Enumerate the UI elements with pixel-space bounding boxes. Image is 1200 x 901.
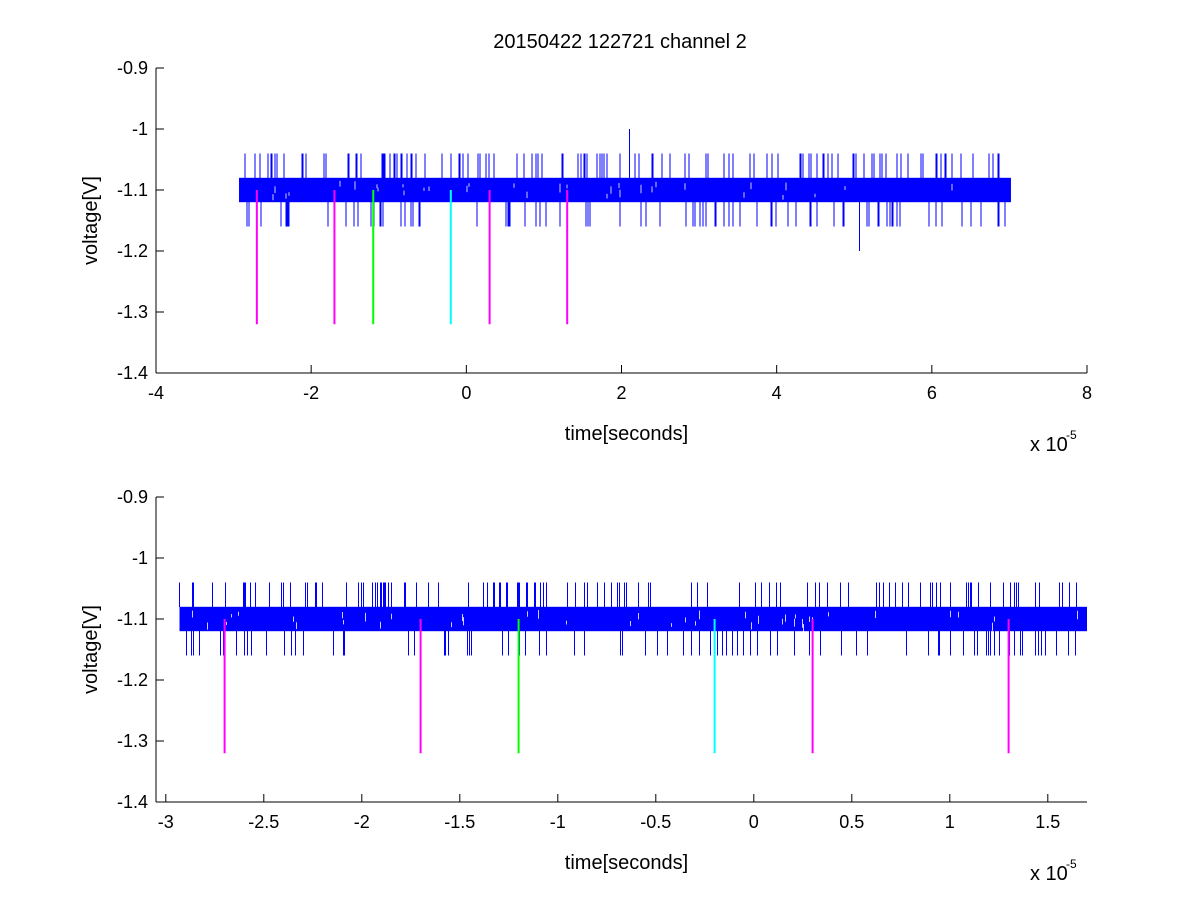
figure: 20150422 122721 channel 2 -4 -2 0 2 4 6 8-1.4-… [0, 0, 1200, 901]
x-axis-multiplier: x 10 [1030, 863, 1068, 885]
y-tick-label: -1.1 [117, 609, 148, 629]
x-tick-label: 0 [749, 812, 759, 832]
x-tick-label: 4 [772, 383, 782, 403]
x-tick-label: 6 [927, 383, 937, 403]
x-tick-label: -2.5 [248, 812, 279, 832]
x-tick-label: 8 [1082, 383, 1092, 403]
y-tick-label: -1.3 [117, 302, 148, 322]
x-tick-label: -4 [148, 383, 164, 403]
y-tick-label: -1.4 [117, 792, 148, 812]
y-tick-label: -1.4 [117, 363, 148, 383]
y-axis-label: voltage[V] [80, 605, 102, 694]
figure-background [0, 0, 1200, 901]
x-tick-label: -1.5 [444, 812, 475, 832]
x-axis-exponent: -5 [1066, 428, 1077, 442]
x-tick-label: 0.5 [839, 812, 864, 832]
x-tick-label: 1.5 [1035, 812, 1060, 832]
x-axis-exponent: -5 [1066, 857, 1077, 871]
x-tick-label: 0 [461, 383, 471, 403]
x-tick-label: 2 [616, 383, 626, 403]
x-axis-label: time[seconds] [565, 423, 688, 445]
x-tick-label: -1 [550, 812, 566, 832]
y-axis-label: voltage[V] [80, 176, 102, 265]
y-tick-label: -1 [132, 119, 148, 139]
signal-band [180, 607, 1087, 631]
y-tick-label: -0.9 [117, 58, 148, 78]
x-tick-label: -0.5 [640, 812, 671, 832]
x-axis-label: time[seconds] [565, 852, 688, 874]
y-tick-label: -1.2 [117, 670, 148, 690]
y-tick-label: -1.3 [117, 731, 148, 751]
figure-title: 20150422 122721 channel 2 [493, 31, 747, 53]
x-tick-label: -2 [354, 812, 370, 832]
y-tick-label: -1 [132, 548, 148, 568]
y-tick-label: -0.9 [117, 487, 148, 507]
x-axis-multiplier: x 10 [1030, 434, 1068, 456]
x-tick-label: -2 [303, 383, 319, 403]
y-tick-label: -1.1 [117, 180, 148, 200]
x-tick-label: 1 [945, 812, 955, 832]
y-tick-label: -1.2 [117, 241, 148, 261]
x-tick-label: -3 [158, 812, 174, 832]
